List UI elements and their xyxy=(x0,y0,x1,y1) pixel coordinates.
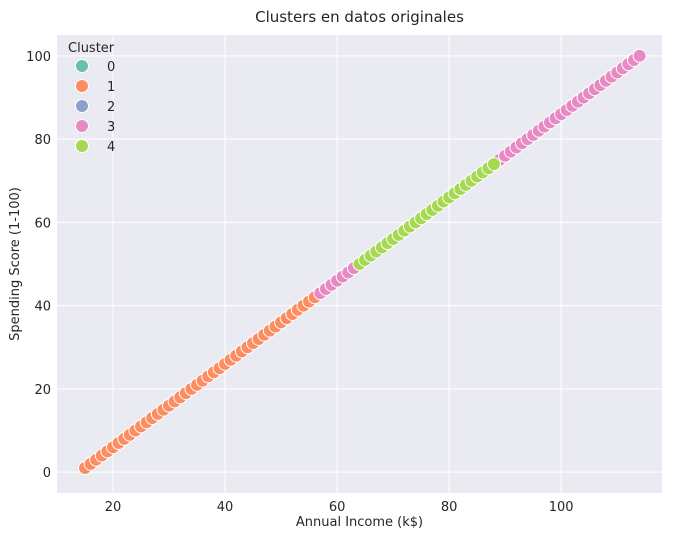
legend-label-0: 0 xyxy=(107,60,115,75)
data-point-cluster-4 xyxy=(486,157,501,172)
legend-label-4: 4 xyxy=(107,140,115,155)
grid-lines xyxy=(57,35,662,493)
x-tick-label: 80 xyxy=(441,500,458,515)
x-tick-label: 20 xyxy=(105,500,122,515)
scatter-points xyxy=(78,48,647,476)
legend-marker-0 xyxy=(75,59,89,73)
legend-marker-1 xyxy=(75,79,89,93)
legend: Cluster 0 1 2 3 4 xyxy=(68,41,115,155)
legend-label-1: 1 xyxy=(107,80,115,95)
x-tick-label: 40 xyxy=(217,500,234,515)
y-tick-label: 0 xyxy=(43,466,51,481)
y-tick-label: 60 xyxy=(34,216,51,231)
legend-label-2: 2 xyxy=(107,100,115,115)
y-tick-label: 40 xyxy=(34,300,51,315)
legend-marker-4 xyxy=(75,139,89,153)
y-tick-label: 100 xyxy=(26,50,51,65)
x-tick-label: 60 xyxy=(329,500,346,515)
y-tick-label: 80 xyxy=(34,133,51,148)
x-axis-label: Annual Income (k$) xyxy=(296,515,423,530)
y-axis-label: Spending Score (1-100) xyxy=(8,187,23,341)
data-point-cluster-3 xyxy=(632,48,647,63)
legend-label-3: 3 xyxy=(107,120,115,135)
y-axis-ticks: 0 20 40 60 80 100 xyxy=(26,50,51,481)
x-tick-label: 100 xyxy=(549,500,574,515)
legend-title: Cluster xyxy=(68,41,115,56)
y-tick-label: 20 xyxy=(34,383,51,398)
x-axis-ticks: 20 40 60 80 100 xyxy=(105,500,574,515)
legend-marker-2 xyxy=(75,99,89,113)
chart-title: Clusters en datos originales xyxy=(255,8,464,26)
legend-marker-3 xyxy=(75,119,89,133)
